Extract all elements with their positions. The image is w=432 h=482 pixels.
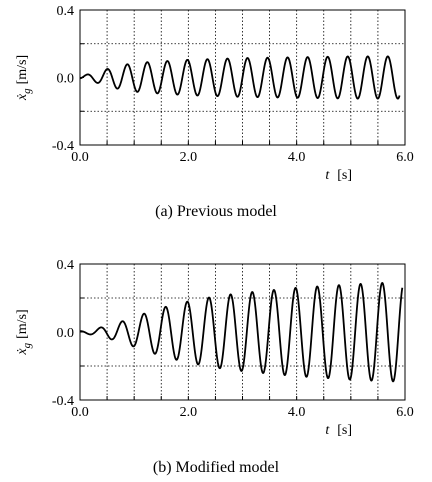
chart-b: 0.0 2.0 4.0 6.00.40.0-0.4t [s]ẋg[m/s] (15, 258, 414, 438)
x-axis-label-var: t (325, 168, 330, 183)
y-tick-label: -0.4 (52, 139, 74, 154)
y-axis-label-var: ẋ (15, 348, 30, 356)
y-tick-label: 0.0 (57, 72, 75, 87)
chart-a: 0.0 2.0 4.0 6.00.40.0-0.4t [s]ẋg[m/s] (15, 4, 414, 183)
y-tick-label: -0.4 (52, 394, 74, 409)
x-tick-label: 4.0 (288, 405, 306, 420)
x-tick-label: 4.0 (288, 150, 306, 165)
x-tick-label: 2.0 (180, 150, 198, 165)
y-tick-label: 0.4 (57, 258, 75, 273)
x-axis-label-unit: [s] (337, 168, 352, 183)
y-axis-label: ẋg [m/s] (15, 55, 33, 101)
y-axis-label-unit: [m/s] (15, 55, 30, 85)
figure-b: 0.0 2.0 4.0 6.0 0.4 0.0 -0.4 t [s] ẋg[m/s] (b) Mo… (0, 241, 432, 482)
y-axis-label-unit: [m/s] (15, 309, 30, 339)
y-tick-label: 0.4 (57, 4, 75, 19)
x-axis-label: t [s] (325, 168, 352, 183)
caption-a: (a) Previous model (155, 203, 277, 220)
y-axis-label-sub: g (21, 88, 33, 94)
x-tick-label: 0.0 (71, 150, 89, 165)
y-axis-label: ẋg [m/s] (15, 309, 33, 355)
x-axis-label-unit: [s] (337, 423, 352, 438)
series-line (79, 282, 404, 383)
series-line (79, 55, 401, 100)
caption-b: (b) Modified model (152, 459, 280, 476)
x-tick-label: 6.0 (396, 150, 414, 165)
x-tick-label: 0.0 (71, 405, 89, 420)
x-axis-label: t [s] (325, 423, 352, 438)
y-axis-label-var: ẋ (15, 93, 30, 101)
y-axis-label-sub: g (21, 342, 33, 348)
x-tick-label: 6.0 (396, 405, 414, 420)
y-tick-label: 0.0 (57, 326, 75, 341)
x-tick-label: 2.0 (180, 405, 198, 420)
figure-a: 0.0 2.0 4.0 6.0 0.4 0.0 -0.4 t [s] ẋg[m/s] (a) Pr… (15, 4, 414, 220)
x-axis-label-var: t (325, 423, 330, 438)
